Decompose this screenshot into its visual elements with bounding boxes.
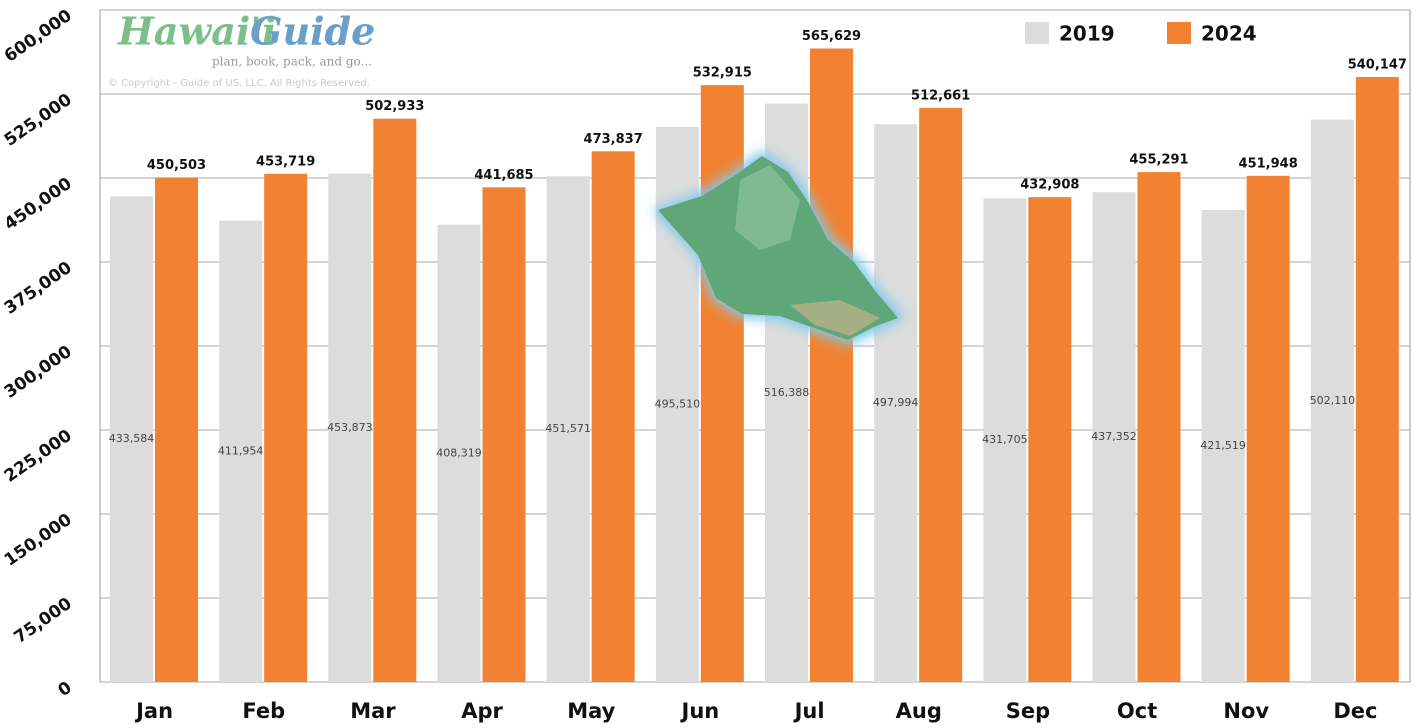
data-label: 455,291 <box>1129 153 1188 168</box>
x-tick-label: Jan <box>134 699 173 723</box>
data-label: 451,948 <box>1239 156 1298 171</box>
bar <box>482 187 526 682</box>
legend-swatch <box>1167 22 1191 44</box>
bar <box>983 198 1027 682</box>
data-label: 540,147 <box>1348 58 1407 73</box>
data-label: 421,519 <box>1200 439 1246 452</box>
x-tick-label: Oct <box>1117 699 1157 723</box>
data-label: 453,873 <box>327 421 373 434</box>
legend-label: 2024 <box>1201 22 1257 46</box>
bar <box>1310 119 1354 683</box>
bar <box>591 151 635 683</box>
x-tick-label: May <box>567 699 615 723</box>
x-tick-label: Mar <box>350 699 396 723</box>
bar <box>219 220 263 683</box>
x-tick-label: Dec <box>1333 699 1377 723</box>
map-city <box>790 300 880 336</box>
data-label: 532,915 <box>693 66 752 81</box>
data-label: 512,661 <box>911 88 970 103</box>
bar <box>373 118 417 683</box>
bar <box>919 107 963 682</box>
oahu-map <box>652 150 905 345</box>
x-tick-label: Apr <box>461 699 503 723</box>
data-label: 437,352 <box>1091 430 1137 443</box>
bar <box>1201 209 1245 682</box>
legend-label: 2019 <box>1059 22 1115 46</box>
map-relief <box>735 165 800 250</box>
bar <box>155 177 198 682</box>
logo-brand: Hawai'i <box>117 9 276 54</box>
x-tick-label: Aug <box>896 699 942 723</box>
logo-tagline: plan, book, pack, and go... <box>212 55 372 69</box>
data-label: 411,954 <box>218 444 264 457</box>
bar <box>264 173 308 682</box>
data-label: 451,571 <box>545 422 591 435</box>
x-tick-label: Nov <box>1223 699 1269 723</box>
bar <box>546 176 590 682</box>
data-label: 431,705 <box>982 433 1028 446</box>
map-land <box>658 156 898 340</box>
bar <box>437 224 481 682</box>
bar <box>1092 192 1136 682</box>
bar <box>1028 197 1072 682</box>
data-label: 497,994 <box>873 396 919 409</box>
data-label: 450,503 <box>147 158 206 173</box>
data-label: 433,584 <box>109 432 155 445</box>
data-label: 441,685 <box>474 168 533 183</box>
data-label: 565,629 <box>802 29 861 44</box>
bar <box>110 196 153 682</box>
bar <box>1137 172 1181 682</box>
data-label: 495,510 <box>655 398 701 411</box>
copyright: © Copyright - Guide of US, LLC. All Righ… <box>108 78 370 89</box>
bar <box>874 124 918 683</box>
data-label: 432,908 <box>1020 178 1079 193</box>
x-tick-label: Sep <box>1006 699 1050 723</box>
data-label: 502,110 <box>1310 394 1356 407</box>
x-tick-label: Jul <box>793 699 825 723</box>
data-label: 473,837 <box>584 132 643 147</box>
x-tick-label: Jun <box>680 699 720 723</box>
bar <box>328 173 372 683</box>
legend-swatch <box>1025 22 1049 44</box>
data-label: 408,319 <box>436 446 482 459</box>
annotations: Hawai'i Guide plan, book, pack, and go..… <box>108 9 1407 460</box>
data-label: 516,388 <box>764 386 810 399</box>
data-label: 502,933 <box>365 99 424 114</box>
bar <box>810 48 853 682</box>
bar <box>1355 77 1399 683</box>
data-label: 453,719 <box>256 154 315 169</box>
x-tick-label: Feb <box>242 699 285 723</box>
bar <box>1246 175 1290 682</box>
logo-brand: Guide <box>250 9 375 54</box>
